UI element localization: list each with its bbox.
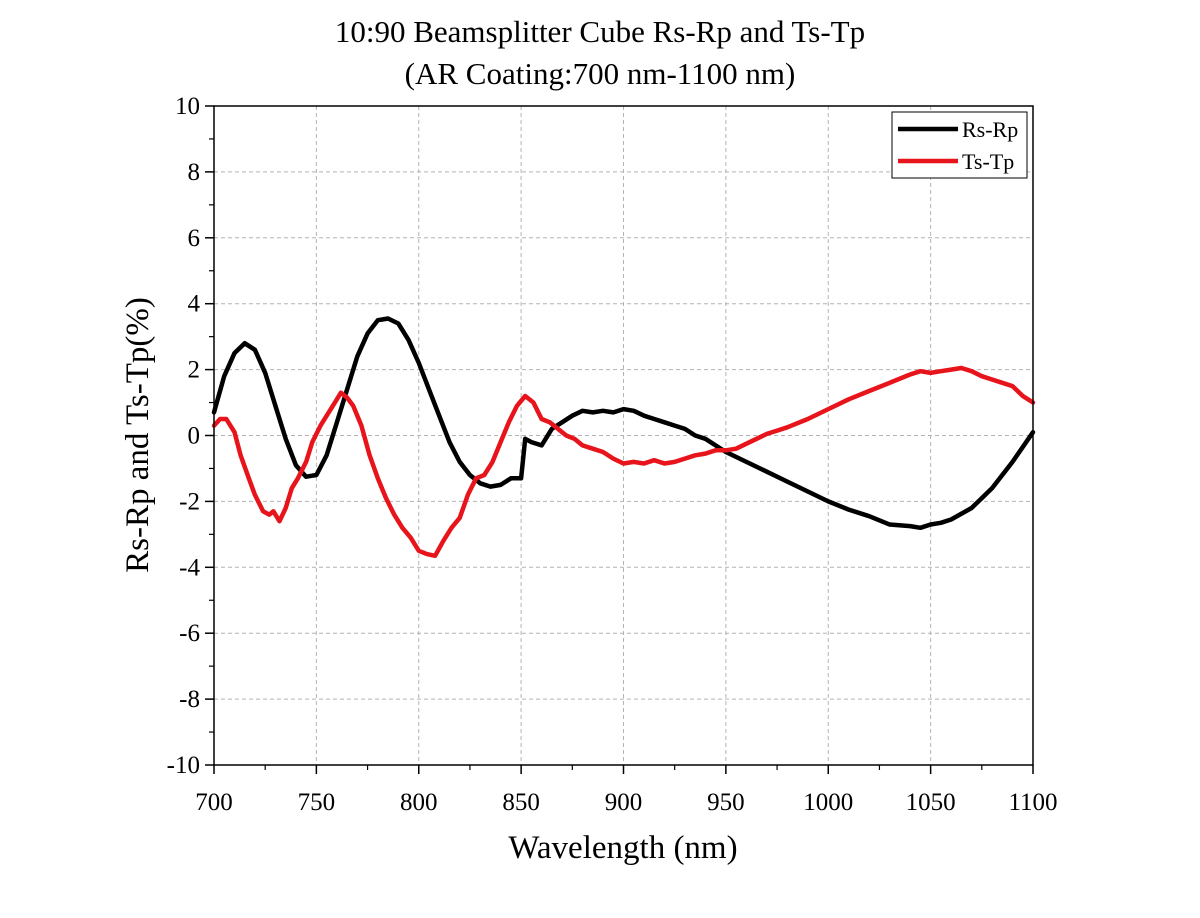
y-tick-label: 2 [188, 357, 201, 384]
x-tick-label: 1100 [1008, 789, 1057, 816]
chart-title: 10:90 Beamsplitter Cube Rs-Rp and Ts-Tp [334, 14, 866, 49]
legend-label-ts-tp: Ts-Tp [962, 149, 1014, 174]
y-tick-label: -2 [179, 488, 200, 515]
series-lines [211, 316, 1036, 559]
legend-box [891, 111, 1028, 179]
x-tick-label: 700 [195, 789, 233, 816]
y-tick-label: 4 [188, 291, 201, 318]
grid-lines [214, 106, 1033, 765]
x-tick-label: 900 [605, 789, 643, 816]
legend: Rs-Rp Ts-Tp [891, 111, 1028, 179]
series-line-rs-rp [211, 316, 1036, 531]
axis-ticks: 700 750 800 850 900 950 1000 1050 1100 -10 -8 -6 -4 -… [167, 93, 1058, 816]
x-tick-label: 850 [502, 789, 540, 816]
y-tick-label: -10 [167, 752, 200, 779]
y-tick-label: 6 [188, 225, 201, 252]
y-tick-label: -4 [179, 554, 200, 581]
x-tick-label: 1000 [803, 789, 853, 816]
x-tick-label: 950 [707, 789, 745, 816]
chart-subtitle: (AR Coating:700 nm-1100 nm) [404, 56, 796, 91]
y-tick-label: 8 [188, 159, 201, 186]
x-axis-label: Wavelength (nm) [508, 830, 737, 866]
y-tick-label: 0 [188, 423, 201, 450]
x-tick-label: 800 [400, 789, 438, 816]
y-tick-label: 10 [175, 93, 200, 120]
series-line-ts-tp [211, 365, 1036, 559]
y-axis-label: Rs-Rp and Ts-Tp(%) [120, 297, 156, 573]
x-tick-label: 750 [298, 789, 336, 816]
y-tick-label: -6 [179, 620, 200, 647]
legend-label-rs-rp: Rs-Rp [962, 117, 1018, 142]
x-tick-label: 1050 [906, 789, 956, 816]
y-tick-label: -8 [179, 686, 200, 713]
